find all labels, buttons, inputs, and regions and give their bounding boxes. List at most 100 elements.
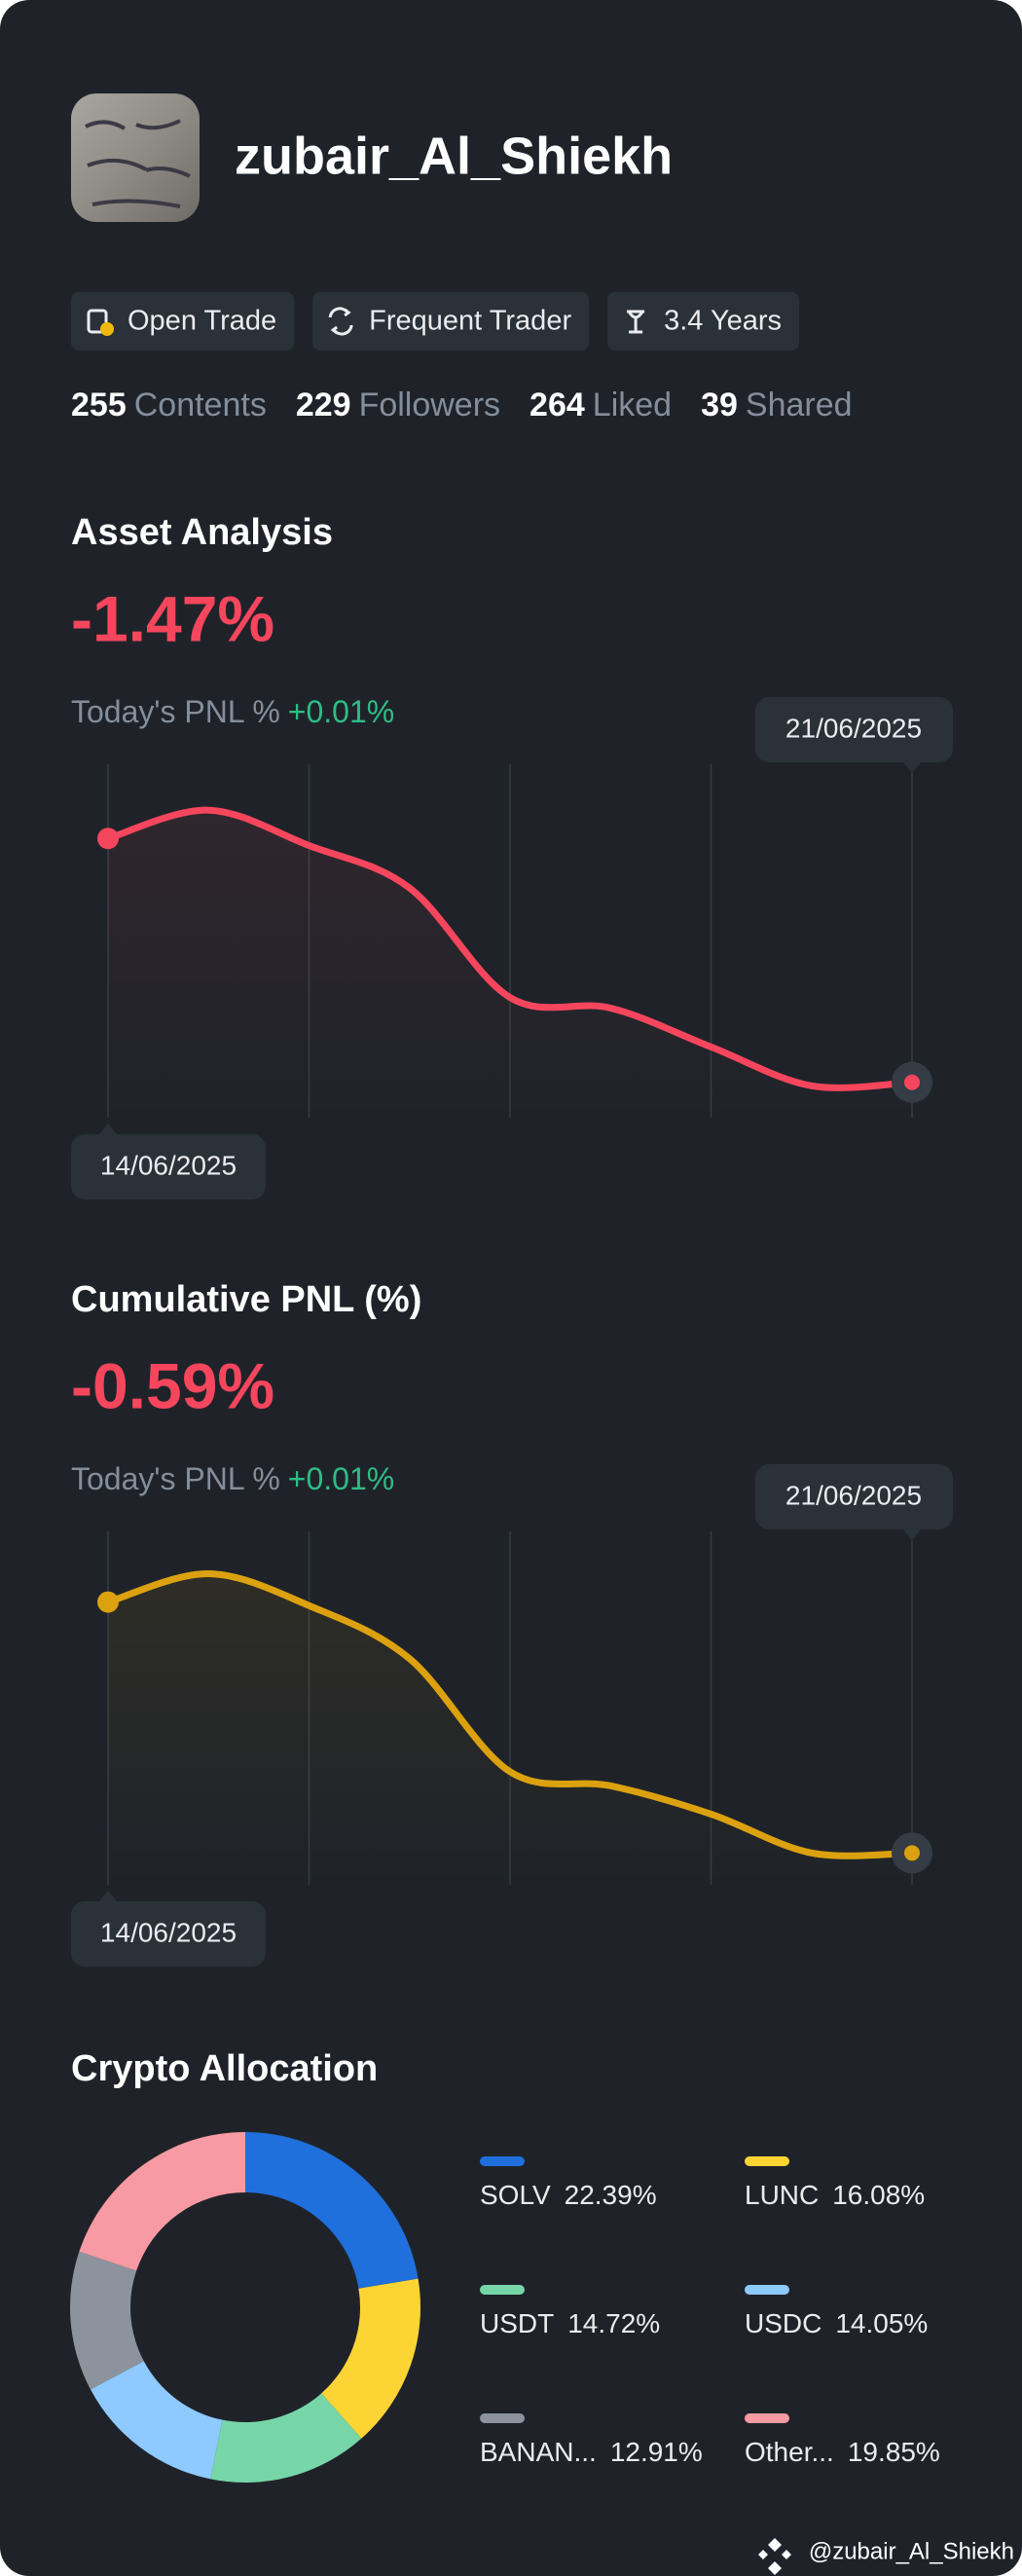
watermark-logo bbox=[758, 2538, 791, 2575]
donut-segment[interactable] bbox=[321, 2278, 421, 2439]
badge-icon bbox=[627, 310, 645, 334]
stats: 255 Contents 229 Followers 264 Liked 39 Shared bbox=[71, 386, 853, 423]
legend-item: SOLV 22.39% bbox=[480, 2180, 657, 2210]
legend-name: Other... bbox=[745, 2437, 834, 2467]
line bbox=[104, 1570, 916, 1859]
stat-label: Liked bbox=[593, 386, 672, 423]
pnl-value: +0.01% bbox=[288, 694, 394, 729]
marker bbox=[97, 828, 119, 850]
tooltip-date: 21/06/2025 bbox=[785, 1480, 922, 1510]
user-name: zubair_Al_Shiekh bbox=[235, 127, 673, 185]
pnl-label: Today's PNL % bbox=[71, 694, 280, 729]
headline-value: -0.59% bbox=[71, 1349, 274, 1421]
legend-name: USDT bbox=[480, 2308, 554, 2338]
pnl-label: Today's PNL % bbox=[71, 1461, 280, 1496]
donut-segment[interactable] bbox=[245, 2132, 419, 2289]
tooltip-pointer bbox=[99, 1891, 117, 1901]
tooltip-bg bbox=[755, 1464, 953, 1529]
donut-segment[interactable] bbox=[79, 2132, 245, 2271]
stat: 39 Shared bbox=[701, 386, 852, 423]
stat: 229 Followers bbox=[296, 386, 500, 423]
badge-icon bbox=[87, 309, 108, 334]
stat-label: Shared bbox=[746, 386, 853, 423]
stat-value: 255 bbox=[71, 386, 127, 423]
pnl-value: +0.01% bbox=[288, 1461, 394, 1496]
legend-item: BANAN... 12.91% bbox=[480, 2437, 703, 2467]
avatar[interactable] bbox=[71, 93, 200, 222]
avatar-scribble bbox=[85, 119, 191, 208]
chart-title: Cumulative PNL (%) bbox=[71, 1279, 421, 1320]
legend-value: 16.08% bbox=[832, 2180, 925, 2210]
stat: 264 Liked bbox=[529, 386, 672, 423]
marker bbox=[904, 1845, 920, 1861]
line bbox=[104, 806, 916, 1091]
stat: 255 Contents bbox=[71, 386, 267, 423]
legend-item: LUNC 16.08% bbox=[745, 2180, 925, 2210]
stat-label: Followers bbox=[359, 386, 500, 423]
pnl-row: Today's PNL % +0.01% bbox=[71, 1461, 394, 1496]
tooltip-pointer bbox=[99, 1123, 117, 1134]
stat-value: 39 bbox=[701, 386, 738, 423]
tooltip-bg bbox=[71, 1134, 266, 1199]
badge-bg bbox=[71, 292, 295, 350]
line-chart: Cumulative PNL (%) -0.59% Today's PNL % +0.… bbox=[71, 1279, 953, 1967]
tooltip-pointer bbox=[903, 762, 921, 773]
area bbox=[108, 1573, 912, 1885]
legend-value: 19.85% bbox=[848, 2437, 940, 2467]
badge-icon bbox=[328, 307, 353, 336]
badge-icon-check bbox=[100, 322, 114, 336]
line-chart: Asset Analysis -1.47% Today's PNL % +0.01% 2… bbox=[71, 512, 953, 1199]
pnl-row: Today's PNL % +0.01% bbox=[71, 694, 394, 729]
badge[interactable]: Open Trade bbox=[71, 292, 295, 350]
stat-value: 264 bbox=[529, 386, 585, 423]
chart-title: Asset Analysis bbox=[71, 512, 333, 553]
donut-segment[interactable] bbox=[210, 2393, 362, 2483]
watermark: @zubair_Al_Shiekh bbox=[758, 2538, 1014, 2575]
badges: Open Trade Frequent Trader 3.4 Years bbox=[71, 292, 800, 350]
tooltip-pointer bbox=[903, 1529, 921, 1540]
stat-value: 229 bbox=[296, 386, 351, 423]
donut-segment[interactable] bbox=[90, 2361, 223, 2480]
badge-bg bbox=[312, 292, 590, 350]
legend-value: 14.72% bbox=[567, 2308, 660, 2338]
watermark-text: @zubair_Al_Shiekh bbox=[809, 2538, 1014, 2564]
legend-name: BANAN... bbox=[480, 2437, 597, 2467]
badge-bg bbox=[607, 292, 800, 350]
legend-item: USDC 14.05% bbox=[745, 2308, 928, 2338]
tooltip-date: 21/06/2025 bbox=[785, 713, 922, 743]
donut-segment[interactable] bbox=[69, 2251, 144, 2390]
headline-value: -1.47% bbox=[71, 582, 274, 654]
charts: Asset Analysis-1.47%Today's PNL % +0.01% 2… bbox=[69, 512, 953, 2483]
badge-label: Open Trade bbox=[128, 306, 276, 337]
marker bbox=[97, 1591, 119, 1613]
marker bbox=[904, 1074, 920, 1090]
legend-value: 22.39% bbox=[565, 2180, 657, 2210]
tooltip-date: 14/06/2025 bbox=[100, 1917, 237, 1947]
legend-swatch bbox=[480, 2285, 525, 2295]
legend-value: 14.05% bbox=[835, 2308, 928, 2338]
stat-label: Contents bbox=[134, 386, 267, 423]
tooltip-date: 14/06/2025 bbox=[100, 1150, 237, 1180]
legend-item: USDT 14.72% bbox=[480, 2308, 660, 2338]
badge[interactable]: 3.4 Years bbox=[607, 292, 800, 350]
legend-name: SOLV bbox=[480, 2180, 551, 2210]
legend-swatch bbox=[480, 2413, 525, 2423]
legend-item: Other... 19.85% bbox=[745, 2437, 940, 2467]
legend-name: USDC bbox=[745, 2308, 821, 2338]
allocation-chart: Crypto Allocation SOLV 22.39% LUNC 16.08% USD… bbox=[69, 2048, 940, 2483]
legend-swatch bbox=[745, 2156, 789, 2166]
badge-label: Frequent Trader bbox=[369, 306, 571, 337]
legend-name: LUNC bbox=[745, 2180, 819, 2210]
chart-title: Crypto Allocation bbox=[71, 2048, 378, 2089]
badge[interactable]: Frequent Trader bbox=[312, 292, 590, 350]
legend-swatch bbox=[480, 2156, 525, 2166]
legend-swatch bbox=[745, 2285, 789, 2295]
tooltip-bg bbox=[71, 1901, 266, 1967]
legend-swatch bbox=[745, 2413, 789, 2423]
badge-label: 3.4 Years bbox=[664, 306, 782, 337]
tooltip-bg bbox=[755, 697, 953, 762]
area bbox=[108, 810, 912, 1118]
legend-value: 12.91% bbox=[610, 2437, 703, 2467]
